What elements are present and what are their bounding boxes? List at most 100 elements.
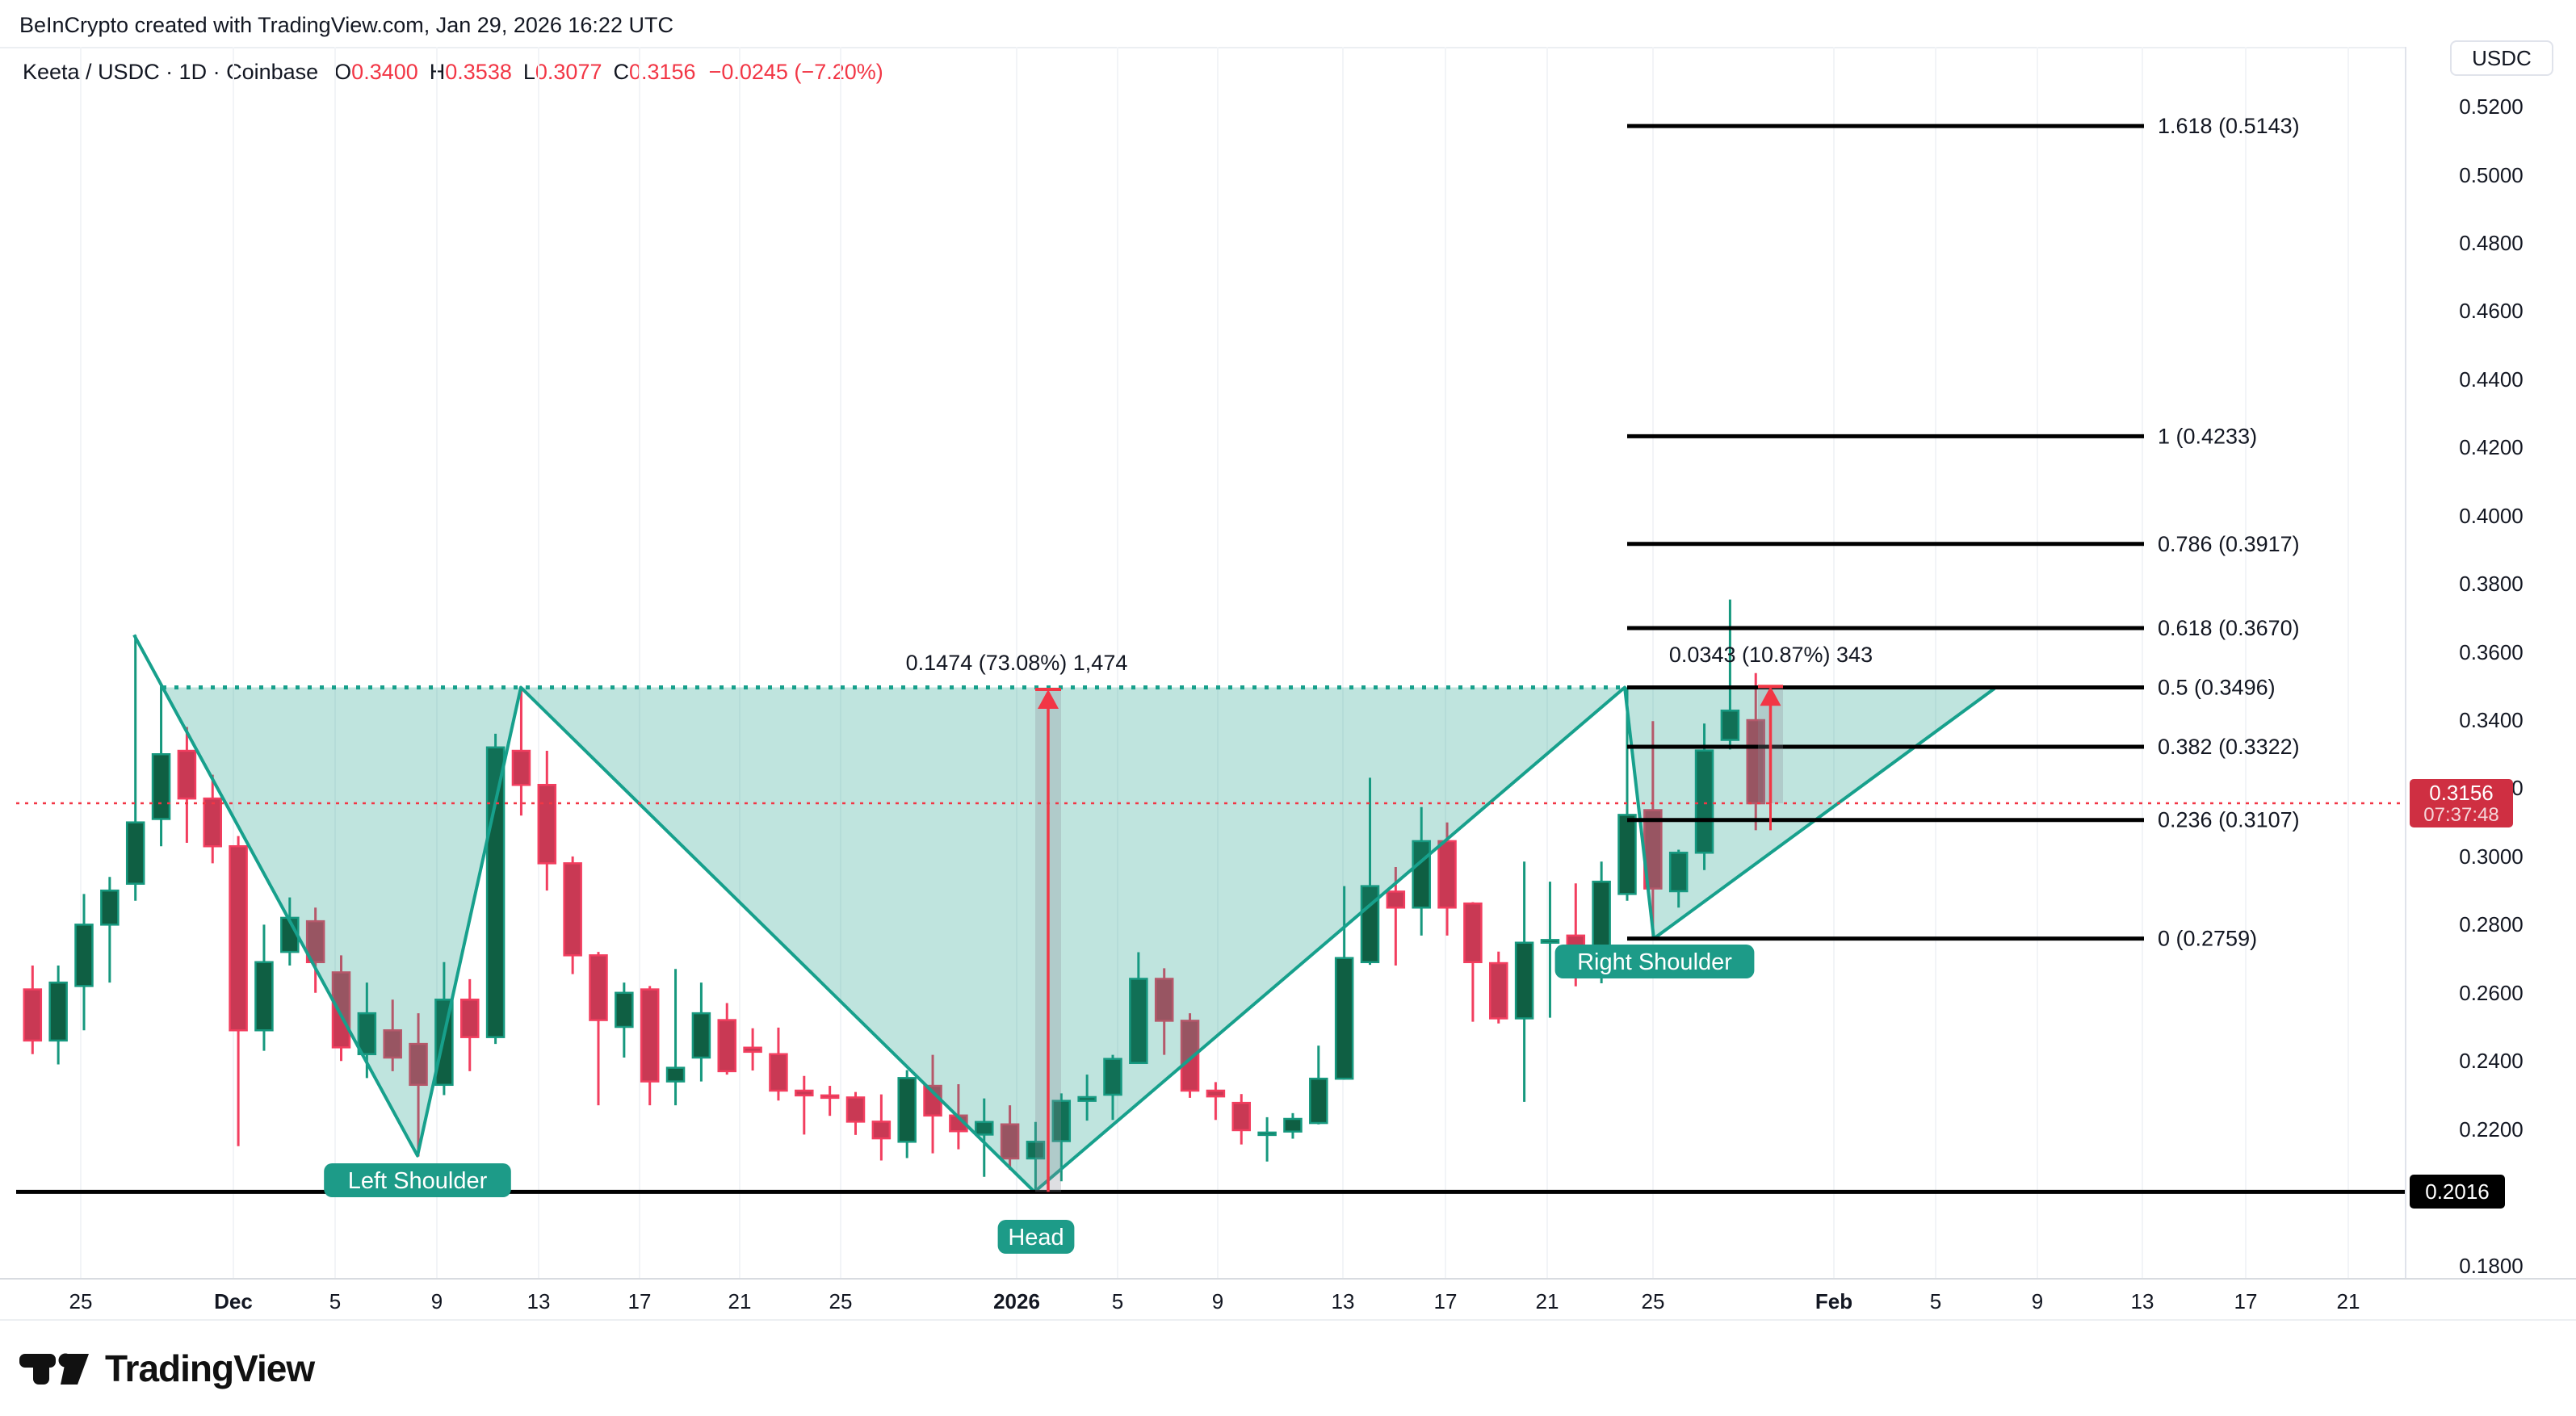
price-tick-label: 0.4600: [2459, 299, 2524, 324]
price-tick-label: 0.5000: [2459, 162, 2524, 187]
candle-body: [1231, 1101, 1251, 1132]
time-tick-label: 13: [1331, 1289, 1355, 1313]
price-tick-label: 0.2600: [2459, 980, 2524, 1005]
svg-text:Right Shoulder: Right Shoulder: [1577, 949, 1732, 975]
fib-level-label: 1 (0.4233): [2158, 424, 2257, 448]
pattern-badge-left-shoulder[interactable]: Left Shoulder: [324, 1163, 511, 1197]
pattern-fill: [521, 687, 1625, 1192]
price-tick-label: 0.2400: [2459, 1049, 2524, 1074]
candle-body: [23, 988, 43, 1042]
tradingview-logo[interactable]: TradingView: [19, 1347, 315, 1390]
pattern-fill: [1625, 687, 1995, 939]
currency-button[interactable]: USDC: [2450, 40, 2553, 76]
candle-body: [795, 1089, 814, 1097]
candle-body: [1360, 885, 1380, 964]
time-tick-label: 17: [2234, 1289, 2258, 1313]
candle-body: [203, 797, 222, 848]
price-axis[interactable]: USDC 0.5200 0.5000 0.4800 0.4600 0.4400 0.420…: [2405, 40, 2576, 1278]
credit-line: BeInCrypto created with TradingView.com,…: [19, 13, 673, 37]
current-price-badge[interactable]: 0.3156 07:37:48: [2410, 779, 2513, 828]
close-label: C: [613, 60, 629, 84]
change-value: −0.0245 (−7.20%): [708, 60, 883, 84]
time-tick-label: 17: [1433, 1289, 1458, 1313]
measure-label: 0.0343 (10.87%) 343: [1669, 643, 1873, 667]
candle-body: [871, 1121, 892, 1140]
pattern-badge-right-shoulder[interactable]: Right Shoulder: [1554, 945, 1755, 978]
candle-body: [1309, 1077, 1328, 1125]
price-tick-label: 0.1800: [2459, 1253, 2524, 1278]
price-tick-label: 0.2800: [2459, 912, 2524, 937]
candle-body: [1746, 718, 1765, 805]
measure-arrow-head: [1038, 689, 1059, 710]
low-value: 0.3077: [535, 60, 602, 84]
high-value: 0.3538: [445, 60, 512, 84]
time-tick-label: 25: [1641, 1289, 1665, 1313]
candle-body: [820, 1094, 840, 1100]
candle-body: [357, 1012, 377, 1056]
candle-body: [229, 844, 248, 1032]
candle-body: [1437, 840, 1457, 909]
candle-body: [305, 920, 325, 964]
tradingview-logo-icon: [19, 1353, 89, 1385]
candle-body: [665, 1066, 686, 1083]
candle-body: [845, 1096, 866, 1123]
candle-body: [1386, 890, 1406, 909]
candle-body: [383, 1028, 402, 1059]
candle-body: [125, 821, 145, 885]
time-tick-label: 17: [627, 1289, 652, 1313]
candle-body: [743, 1046, 762, 1054]
candle-body: [151, 753, 171, 820]
open-label: O: [334, 60, 352, 84]
candle-body: [177, 749, 197, 800]
price-tick-label: 0.4400: [2459, 367, 2524, 392]
time-tick-label: 2026: [993, 1289, 1040, 1313]
time-tick-label: 21: [2336, 1289, 2360, 1313]
candle-body: [1617, 814, 1637, 895]
candle-body: [48, 981, 68, 1042]
time-tick-label: 21: [1535, 1289, 1559, 1313]
pattern-badge-head[interactable]: Head: [997, 1220, 1075, 1254]
candle-body: [563, 862, 582, 957]
pane-top-border: [0, 47, 2576, 48]
candle-body: [691, 1012, 711, 1059]
candle-body: [1154, 978, 1174, 1022]
time-tick-label: 13: [2130, 1289, 2154, 1313]
price-tick-label: 0.3800: [2459, 572, 2524, 597]
candle-body: [460, 998, 480, 1038]
open-value: 0.3400: [351, 60, 418, 84]
candle-body: [1077, 1096, 1097, 1102]
svg-text:Left Shoulder: Left Shoulder: [348, 1168, 488, 1194]
price-tick-label: 0.3000: [2459, 844, 2524, 869]
candle-body: [537, 783, 557, 865]
measure-label: 0.1474 (73.08%) 1,474: [906, 651, 1128, 675]
candle-body: [254, 961, 274, 1032]
candle-body: [1206, 1089, 1226, 1098]
candle-body: [1463, 902, 1483, 964]
candle-body: [1000, 1123, 1020, 1160]
fib-level-label: 0.786 (0.3917): [2158, 532, 2300, 556]
tradingview-logo-text: TradingView: [105, 1347, 315, 1389]
candle-body: [1026, 1141, 1046, 1160]
candle-body: [511, 749, 531, 786]
price-tick-label: 0.3400: [2459, 708, 2524, 733]
candle-body: [1283, 1117, 1303, 1133]
candle-body: [897, 1077, 917, 1143]
candle-body: [1334, 957, 1354, 1080]
price-tick-label: 0.4000: [2459, 503, 2524, 528]
price-tick-label: 0.4200: [2459, 435, 2524, 460]
time-tick-label: 5: [329, 1289, 342, 1313]
svg-text:Head: Head: [1008, 1225, 1064, 1251]
candle-body: [1720, 709, 1740, 741]
time-tick-label: 9: [1211, 1289, 1224, 1313]
candle-body: [1129, 978, 1148, 1065]
time-tick-label: 21: [728, 1289, 752, 1313]
time-axis[interactable]: 25 Dec 5 9 13 17 21 25 2026 5 9 13 17 21 25 Feb 5 9 13 17 21: [0, 1278, 2576, 1321]
current-price-value: 0.3156: [2429, 781, 2494, 806]
candle-body: [615, 991, 634, 1028]
support-price-badge[interactable]: 0.2016: [2410, 1175, 2505, 1209]
candle-body: [74, 924, 94, 987]
time-tick-label: 25: [69, 1289, 93, 1313]
candle-body: [717, 1019, 736, 1073]
